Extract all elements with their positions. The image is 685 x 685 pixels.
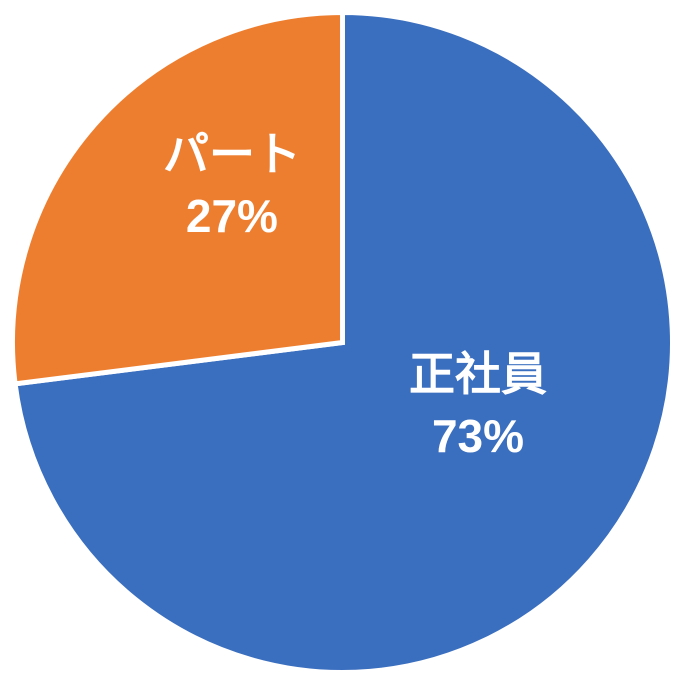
pie-chart-svg [10,10,675,675]
pie-slice [12,13,342,384]
pie-chart: 正社員73%パート27% [10,10,675,675]
